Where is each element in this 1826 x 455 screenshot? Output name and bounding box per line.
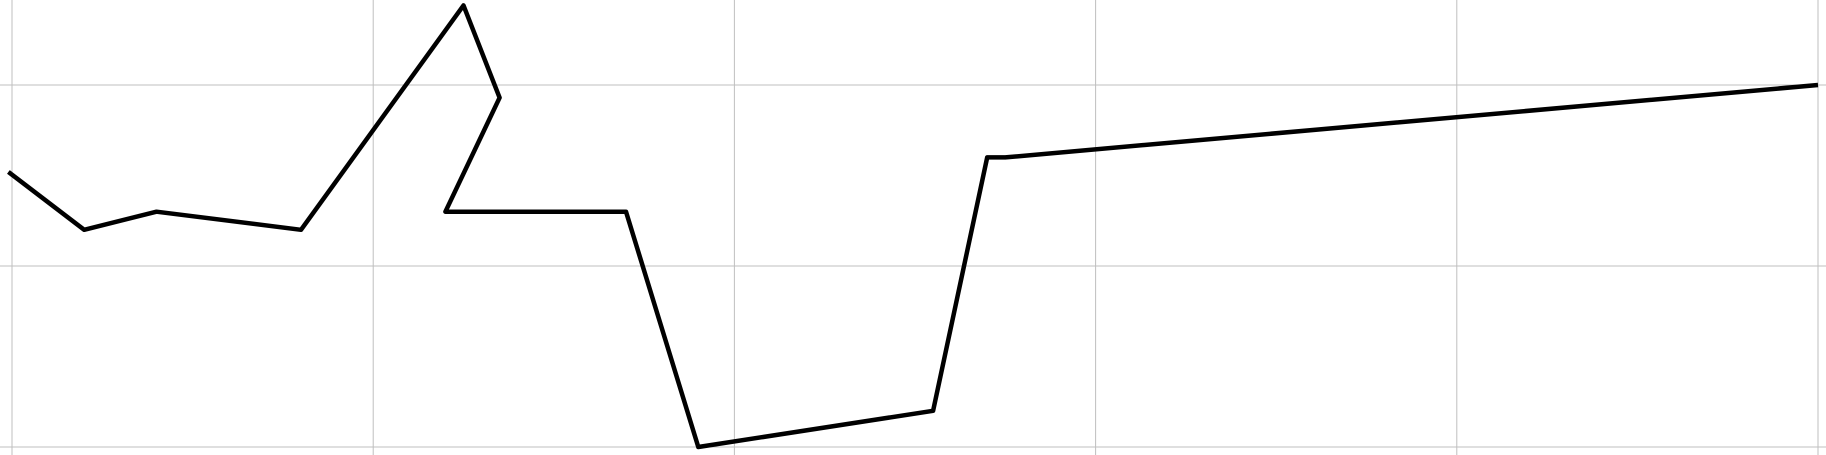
series-line-0 [7, 3, 1819, 450]
series-layer [7, 3, 1819, 450]
